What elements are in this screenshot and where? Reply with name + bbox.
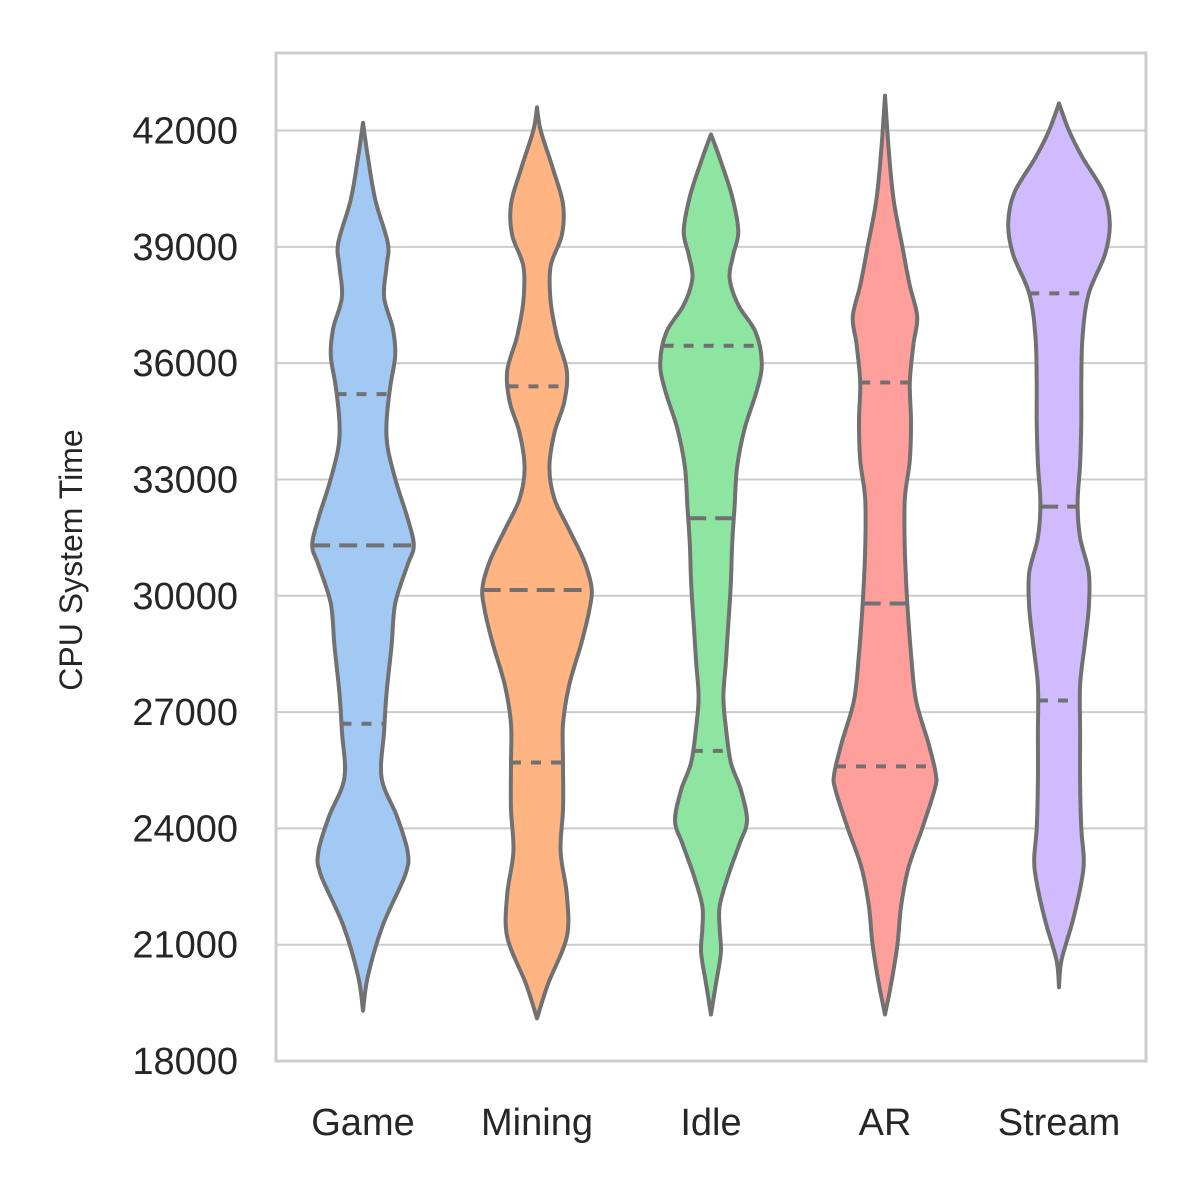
violin-stream bbox=[1006, 101, 1112, 990]
y-tick-label: 42000 bbox=[132, 111, 238, 153]
violin-idle bbox=[658, 132, 764, 1017]
y-tick-label: 21000 bbox=[132, 925, 238, 967]
x-tick-labels: Game Mining Idle AR Stream bbox=[311, 1102, 1120, 1144]
y-tick-label: 24000 bbox=[132, 808, 238, 850]
x-tick-label: Stream bbox=[998, 1102, 1120, 1144]
violin-body bbox=[480, 105, 594, 1021]
y-tick-label: 30000 bbox=[132, 576, 238, 618]
y-axis-label: CPU System Time bbox=[53, 429, 89, 690]
plot-frame bbox=[274, 51, 1148, 1063]
violin-body bbox=[1006, 101, 1112, 990]
x-tick-label: Game bbox=[311, 1102, 414, 1144]
x-tick-label: Mining bbox=[481, 1102, 593, 1144]
y-tick-labels: 18000 21000 24000 27000 30000 33000 36000 39000… bbox=[132, 111, 238, 1083]
y-tick-label: 33000 bbox=[132, 459, 238, 501]
x-tick-label: Idle bbox=[680, 1102, 741, 1144]
violin-game bbox=[310, 120, 416, 1013]
violin-body bbox=[310, 120, 416, 1013]
y-tick-label: 36000 bbox=[132, 343, 238, 385]
violins bbox=[310, 93, 1112, 1021]
violin-ar bbox=[831, 93, 939, 1017]
x-tick-label: AR bbox=[859, 1102, 912, 1144]
y-tick-label: 39000 bbox=[132, 227, 238, 269]
y-tick-label: 18000 bbox=[132, 1041, 238, 1083]
y-tick-label: 27000 bbox=[132, 692, 238, 734]
violin-body bbox=[831, 93, 939, 1017]
violin-mining bbox=[480, 105, 594, 1021]
